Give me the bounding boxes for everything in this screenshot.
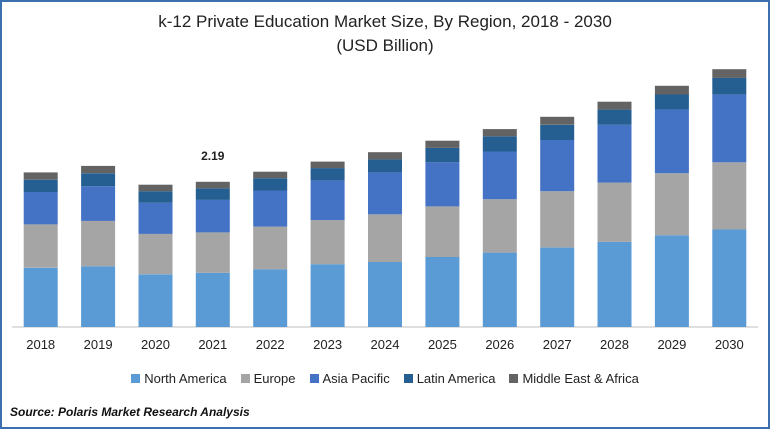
bar-segment <box>195 181 230 189</box>
bar-segment <box>597 101 632 110</box>
bar-segment <box>81 266 116 327</box>
bar-segment <box>482 199 517 253</box>
source-note: Source: Polaris Market Research Analysis <box>10 405 250 419</box>
bar-segment <box>138 233 173 275</box>
bar-segment <box>81 165 116 174</box>
x-tick-label: 2021 <box>198 337 227 352</box>
x-tick-label: 2025 <box>428 337 457 352</box>
bar-segment <box>597 109 632 125</box>
data-label: 2.19 <box>201 149 225 163</box>
x-tick-label: 2026 <box>485 337 514 352</box>
bar-segment <box>368 172 402 215</box>
bar-segment <box>310 168 345 181</box>
bar-segment <box>81 186 116 221</box>
bar-segment <box>482 252 517 327</box>
bar-segment <box>368 262 402 327</box>
legend-item: Middle East & Africa <box>509 371 639 386</box>
bar-segment <box>310 161 345 169</box>
x-tick-label: 2024 <box>371 337 400 352</box>
bar-segment <box>23 224 58 268</box>
legend-swatch <box>509 374 519 383</box>
bar-segment <box>654 173 689 236</box>
bar-segment <box>310 220 345 265</box>
bar-segment <box>195 188 230 200</box>
legend-label: Latin America <box>416 371 496 386</box>
bar-segment <box>597 241 632 327</box>
legend-item: Asia Pacific <box>309 371 390 386</box>
legend-swatch <box>309 374 319 383</box>
bar-segment <box>425 206 460 257</box>
bar-segment <box>253 190 288 227</box>
legend-swatch <box>240 374 250 383</box>
bar-segment <box>138 202 173 234</box>
x-tick-label: 2023 <box>313 337 342 352</box>
bar-segment <box>310 264 345 327</box>
bar-segment <box>253 171 288 179</box>
legend-item: Latin America <box>403 371 496 386</box>
bar-segment <box>712 162 747 230</box>
bar-segment <box>712 229 747 327</box>
bar-segment <box>23 267 58 327</box>
bar-segment <box>597 124 632 183</box>
bar-segment <box>23 191 58 225</box>
bar-segment <box>654 94 689 110</box>
bar-segment <box>482 136 517 152</box>
bar-segment <box>654 109 689 174</box>
bar-segment <box>195 232 230 273</box>
x-tick-label: 2028 <box>600 337 629 352</box>
bar-segment <box>712 77 747 95</box>
bar-segment <box>253 269 288 327</box>
bar-segment <box>482 129 517 137</box>
bar-segment <box>540 124 575 140</box>
x-tick-label: 2027 <box>543 337 572 352</box>
bar-segment <box>23 179 58 192</box>
chart-title: k-12 Private Education Market Size, By R… <box>158 12 612 31</box>
x-tick-label: 2022 <box>256 337 285 352</box>
x-tick-label: 2029 <box>657 337 686 352</box>
bar-segment <box>195 272 230 327</box>
bar-segment <box>425 140 460 148</box>
legend-label: Europe <box>253 371 296 386</box>
bar-segment <box>540 116 575 125</box>
bar-segment <box>138 274 173 327</box>
x-tick-label: 2020 <box>141 337 170 352</box>
bar-segment <box>540 139 575 192</box>
bar-segment <box>540 191 575 248</box>
bar-segment <box>425 256 460 327</box>
bar-segment <box>712 69 747 78</box>
x-tick-label: 2019 <box>84 337 113 352</box>
legend-swatch <box>131 374 141 383</box>
legend-item: Europe <box>240 371 296 386</box>
legend-label: North America <box>144 371 227 386</box>
x-tick-label: 2030 <box>715 337 744 352</box>
bar-segment <box>138 184 173 192</box>
bar-segment <box>654 235 689 327</box>
x-tick-label: 2018 <box>26 337 55 352</box>
legend-label: Middle East & Africa <box>522 371 639 386</box>
bar-segment <box>482 151 517 200</box>
bar-segment <box>81 173 116 187</box>
bar-segment <box>195 199 230 233</box>
bar-segment <box>81 220 116 267</box>
bar-segment <box>253 178 288 191</box>
legend-label: Asia Pacific <box>322 371 390 386</box>
legend-item: North America <box>131 371 227 386</box>
bar-segment <box>597 182 632 242</box>
bar-segment <box>23 172 58 180</box>
chart-legend: North America Europe Asia Pacific Latin Ame… <box>0 371 770 386</box>
bar-segment <box>368 214 402 262</box>
bar-segment <box>253 226 288 270</box>
bar-segment <box>425 162 460 207</box>
bar-segment <box>425 147 460 163</box>
bar-segment <box>654 85 689 95</box>
bar-segment <box>138 191 173 203</box>
bar-segment <box>310 180 345 221</box>
bar-segment <box>368 159 402 173</box>
bar-segment <box>712 94 747 163</box>
legend-swatch <box>403 374 413 383</box>
bar-segment <box>368 152 402 160</box>
chart-subtitle: (USD Billion) <box>336 36 434 55</box>
bar-segment <box>540 247 575 327</box>
